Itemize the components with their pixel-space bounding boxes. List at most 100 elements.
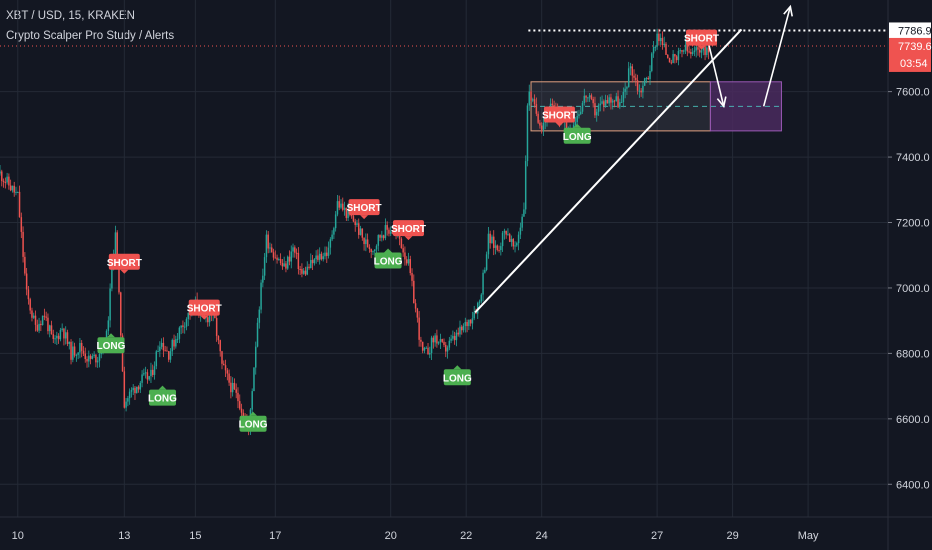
- signal-text: LONG: [443, 373, 472, 384]
- candle-body: [434, 335, 436, 343]
- candle-body: [423, 347, 426, 351]
- candle-body: [659, 37, 662, 42]
- candle-body: [100, 353, 102, 355]
- candle-body: [66, 332, 69, 344]
- candle-body: [327, 247, 330, 256]
- candle-body: [366, 239, 369, 248]
- candle-body: [539, 122, 541, 126]
- candle-body: [120, 292, 122, 336]
- candle-body: [405, 259, 408, 264]
- candle-body: [22, 231, 24, 257]
- signal-pointer: [107, 333, 115, 338]
- signal-text: SHORT: [391, 224, 426, 235]
- candle-body: [604, 100, 607, 106]
- candle-body: [43, 315, 46, 317]
- candle-body: [588, 95, 591, 98]
- signal-badge: [348, 199, 380, 216]
- candle-body: [597, 105, 600, 112]
- signal-pointer: [360, 215, 369, 220]
- candle-body: [72, 346, 74, 360]
- candle-body: [262, 275, 264, 283]
- candle-body: [519, 227, 522, 235]
- candle-body: [278, 259, 280, 261]
- candle-body: [521, 216, 523, 228]
- candle-body: [187, 312, 190, 320]
- x-tick-label: 17: [269, 530, 281, 542]
- candle-body: [448, 340, 451, 348]
- candle-body: [270, 247, 273, 253]
- candle-body: [693, 50, 696, 53]
- candle-body: [629, 66, 632, 69]
- y-tick-label: 7600.0: [896, 87, 930, 99]
- long-signal-label: LONG: [97, 333, 126, 354]
- candle-body: [256, 322, 259, 347]
- indicator-title[interactable]: Crypto Scalper Pro Study / Alerts: [6, 30, 175, 42]
- candle-body: [482, 272, 484, 295]
- signal-pointer: [249, 411, 258, 416]
- signal-badge: [543, 106, 575, 123]
- candle-body: [297, 253, 300, 270]
- candle-body: [402, 248, 404, 253]
- candle-body: [594, 103, 596, 116]
- candle-body: [240, 408, 243, 413]
- candle-body: [176, 338, 179, 340]
- signal-pointer: [384, 248, 393, 253]
- signal-text: SHORT: [107, 258, 142, 269]
- candle-body: [57, 335, 60, 340]
- candle-body: [345, 207, 348, 218]
- candle-body: [532, 99, 534, 101]
- candle-body: [389, 231, 392, 234]
- candle-body: [512, 239, 515, 247]
- short-signal-label: SHORT: [684, 29, 719, 50]
- candle-body: [636, 80, 639, 91]
- candle-body: [445, 344, 447, 352]
- candle-body: [606, 100, 609, 104]
- candle-body: [462, 325, 465, 331]
- short-signal-label: SHORT: [542, 106, 577, 127]
- candle-body: [136, 386, 138, 394]
- short-signal-label: SHORT: [347, 199, 382, 220]
- candle-body: [645, 77, 648, 79]
- x-tick-label: 22: [460, 530, 472, 542]
- candle-body: [368, 247, 371, 249]
- candle-body: [373, 249, 376, 252]
- long-signal-label: LONG: [374, 248, 403, 269]
- y-tick-label: 6800.0: [896, 348, 930, 360]
- candle-body: [400, 238, 403, 249]
- candle-body: [159, 346, 161, 352]
- candle-body: [469, 319, 472, 324]
- candle-body: [356, 223, 358, 225]
- candle-body: [38, 323, 40, 331]
- candle-body: [683, 50, 685, 52]
- candle-body: [235, 389, 237, 393]
- candle-body: [642, 85, 644, 93]
- candle-body: [535, 104, 538, 114]
- candle-body: [704, 41, 706, 55]
- candle-body: [611, 100, 614, 103]
- candle-body: [299, 269, 301, 271]
- candle-body: [631, 66, 634, 76]
- candle-body: [590, 95, 593, 100]
- candle-body: [485, 254, 488, 270]
- candle-body: [610, 97, 612, 103]
- candle-body: [507, 234, 509, 236]
- signal-pointer: [200, 315, 209, 320]
- y-tick-label: 7400.0: [896, 152, 930, 164]
- signal-badge: [239, 415, 267, 432]
- candle-body: [500, 246, 502, 251]
- trend-line: [474, 28, 743, 314]
- candle-body: [226, 370, 229, 374]
- candle-body: [265, 234, 268, 258]
- signal-badge: [97, 337, 125, 354]
- candle-body: [526, 105, 529, 162]
- candle-body: [34, 315, 37, 325]
- candle-body: [354, 221, 356, 225]
- candle-body: [36, 324, 39, 331]
- candle-body: [253, 367, 255, 392]
- candle-body: [63, 328, 65, 339]
- arrow-head: [716, 96, 727, 109]
- signal-badge: [374, 252, 402, 269]
- candle-body: [107, 320, 110, 331]
- candle-body: [690, 51, 692, 54]
